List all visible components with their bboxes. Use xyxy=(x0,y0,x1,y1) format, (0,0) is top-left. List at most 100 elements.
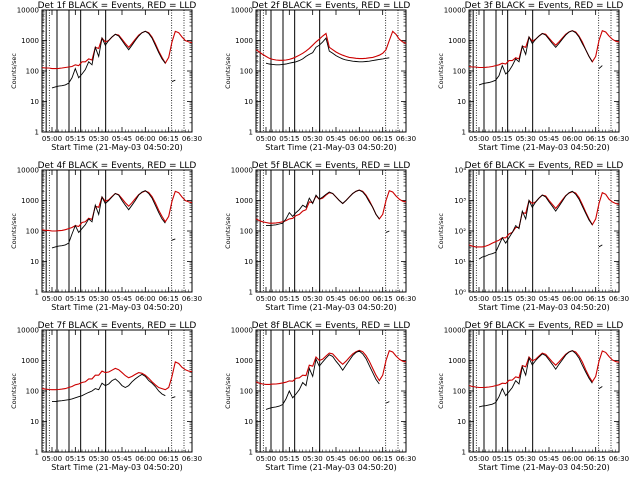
plot-frame xyxy=(468,9,620,133)
y-tick-label: 1 xyxy=(249,289,253,297)
x-tick-label: 05:45 xyxy=(326,135,346,143)
x-tick-label: 06:00 xyxy=(562,295,582,303)
x-tick-label: 05:45 xyxy=(326,455,346,463)
y-tick-label: 100 xyxy=(240,228,253,236)
x-tick-label: 06:00 xyxy=(349,295,369,303)
chart-title: Det 7f BLACK = Events, RED = LLD xyxy=(38,321,197,331)
events-series-line xyxy=(478,190,603,260)
x-axis-label: Start Time (21-May-03 04:50:20) xyxy=(51,303,182,312)
x-tick-label: 06:15 xyxy=(159,295,179,303)
events-series-line xyxy=(51,190,176,249)
x-tick-label: 06:30 xyxy=(609,295,629,303)
x-tick-label: 05:00 xyxy=(42,455,62,463)
plot-frame xyxy=(255,169,407,293)
y-tick-label: 10⁰ xyxy=(454,289,466,297)
chart-title: Det 6f BLACK = Events, RED = LLD xyxy=(465,161,624,171)
x-tick-label: 05:30 xyxy=(89,135,109,143)
y-tick-label: 1000 xyxy=(448,357,466,365)
x-tick-label: 06:30 xyxy=(182,455,202,463)
plot-frame xyxy=(41,9,193,133)
y-tick-label: 10⁴ xyxy=(454,167,466,175)
y-axis-label: Counts/sec xyxy=(224,53,232,89)
events-series-line xyxy=(265,350,390,410)
x-tick-label: 05:30 xyxy=(89,295,109,303)
y-tick-label: 10 xyxy=(244,98,253,106)
x-tick-label: 05:00 xyxy=(469,135,489,143)
y-tick-label: 10¹ xyxy=(454,258,466,266)
x-tick-label: 06:15 xyxy=(159,135,179,143)
y-tick-label: 100 xyxy=(26,388,39,396)
y-tick-label: 10000 xyxy=(17,7,39,15)
x-axis-label: Start Time (21-May-03 04:50:20) xyxy=(478,143,609,152)
x-tick-label: 06:15 xyxy=(373,295,393,303)
x-tick-label: 06:30 xyxy=(609,455,629,463)
y-tick-label: 100 xyxy=(453,68,466,76)
x-axis-label: Start Time (21-May-03 04:50:20) xyxy=(51,463,182,472)
events-series-line xyxy=(51,30,176,89)
x-tick-label: 05:45 xyxy=(539,295,559,303)
x-axis-label: Start Time (21-May-03 04:50:20) xyxy=(478,303,609,312)
x-tick-label: 05:30 xyxy=(303,295,323,303)
y-tick-label: 10³ xyxy=(454,197,466,205)
y-tick-label: 10 xyxy=(244,258,253,266)
chart-panel-3: Det 3f BLACK = Events, RED = LLD 1 10 100 10… xyxy=(437,1,629,152)
y-tick-label: 10 xyxy=(30,418,39,426)
x-tick-label: 05:15 xyxy=(279,135,299,143)
plot-frame xyxy=(468,329,620,453)
x-tick-label: 05:00 xyxy=(256,455,276,463)
chart-title: Det 3f BLACK = Events, RED = LLD xyxy=(465,1,624,11)
x-tick-label: 06:30 xyxy=(396,135,416,143)
y-tick-label: 1 xyxy=(462,449,466,457)
x-tick-label: 05:30 xyxy=(303,455,323,463)
plot-frame xyxy=(41,169,193,293)
y-tick-label: 10 xyxy=(244,418,253,426)
x-tick-label: 06:30 xyxy=(396,295,416,303)
x-tick-label: 05:00 xyxy=(469,295,489,303)
chart-panel-7: Det 7f BLACK = Events, RED = LLD 1 10 100 10… xyxy=(10,321,202,472)
x-axis-label: Start Time (21-May-03 04:50:20) xyxy=(51,143,182,152)
lld-series-line xyxy=(41,361,193,391)
x-tick-label: 05:30 xyxy=(89,455,109,463)
chart-title: Det 8f BLACK = Events, RED = LLD xyxy=(252,321,411,331)
x-tick-label: 05:15 xyxy=(65,135,85,143)
x-tick-label: 05:30 xyxy=(516,135,536,143)
x-tick-label: 05:00 xyxy=(256,135,276,143)
x-tick-label: 05:00 xyxy=(42,135,62,143)
x-tick-label: 06:00 xyxy=(135,295,155,303)
x-tick-label: 05:15 xyxy=(65,455,85,463)
x-tick-label: 05:30 xyxy=(303,135,323,143)
y-tick-label: 100 xyxy=(453,388,466,396)
y-tick-label: 10 xyxy=(30,258,39,266)
lld-series-line xyxy=(468,29,620,69)
lld-series-line xyxy=(468,191,620,248)
lld-series-line xyxy=(255,349,407,385)
y-tick-label: 10000 xyxy=(444,7,466,15)
y-tick-label: 10 xyxy=(457,98,466,106)
x-tick-label: 05:00 xyxy=(256,295,276,303)
y-tick-label: 1000 xyxy=(448,37,466,45)
x-tick-label: 06:00 xyxy=(135,135,155,143)
lld-series-line xyxy=(255,30,407,61)
y-tick-label: 10000 xyxy=(444,327,466,335)
x-tick-label: 05:00 xyxy=(469,455,489,463)
x-axis-label: Start Time (21-May-03 04:50:20) xyxy=(265,143,396,152)
plot-frame xyxy=(255,9,407,133)
y-tick-label: 1000 xyxy=(235,357,253,365)
y-tick-label: 1 xyxy=(35,289,39,297)
y-axis-label: Counts/sec xyxy=(10,53,18,89)
lld-series-line xyxy=(255,189,407,224)
y-axis-label: Counts/sec xyxy=(437,373,445,409)
plot-frame xyxy=(255,329,407,453)
y-axis-label: Counts/sec xyxy=(437,213,445,249)
x-tick-label: 05:15 xyxy=(65,295,85,303)
x-tick-label: 06:00 xyxy=(349,455,369,463)
plot-frame xyxy=(468,169,620,293)
y-tick-label: 1 xyxy=(35,129,39,137)
y-tick-label: 10000 xyxy=(231,167,253,175)
y-tick-label: 100 xyxy=(240,388,253,396)
y-tick-label: 1000 xyxy=(235,197,253,205)
chart-panel-4: Det 4f BLACK = Events, RED = LLD 1 10 100 10… xyxy=(10,161,202,312)
x-tick-label: 06:30 xyxy=(182,135,202,143)
events-series-line xyxy=(266,189,390,233)
